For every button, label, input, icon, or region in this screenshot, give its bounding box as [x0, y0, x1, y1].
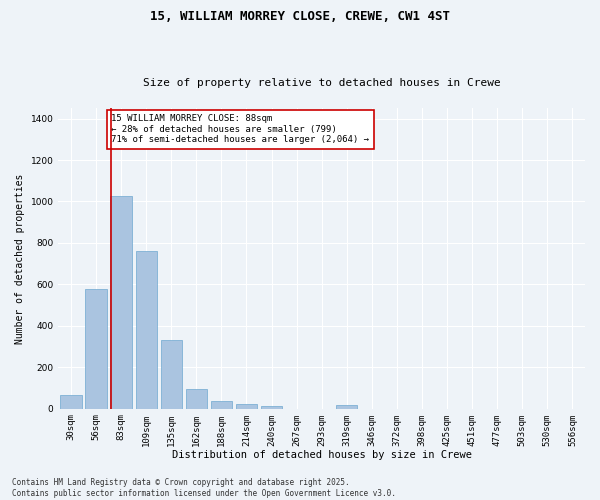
Bar — [211, 401, 232, 408]
Bar — [185, 389, 207, 408]
Bar — [60, 396, 82, 408]
Bar — [85, 288, 107, 408]
Text: Contains HM Land Registry data © Crown copyright and database right 2025.
Contai: Contains HM Land Registry data © Crown c… — [12, 478, 396, 498]
Bar — [261, 406, 282, 408]
Text: 15 WILLIAM MORREY CLOSE: 88sqm
← 28% of detached houses are smaller (799)
71% of: 15 WILLIAM MORREY CLOSE: 88sqm ← 28% of … — [111, 114, 369, 144]
Bar — [336, 404, 358, 408]
Y-axis label: Number of detached properties: Number of detached properties — [15, 174, 25, 344]
X-axis label: Distribution of detached houses by size in Crewe: Distribution of detached houses by size … — [172, 450, 472, 460]
Bar — [236, 404, 257, 408]
Bar — [110, 196, 132, 408]
Title: Size of property relative to detached houses in Crewe: Size of property relative to detached ho… — [143, 78, 500, 88]
Bar — [136, 251, 157, 408]
Text: 15, WILLIAM MORREY CLOSE, CREWE, CW1 4ST: 15, WILLIAM MORREY CLOSE, CREWE, CW1 4ST — [150, 10, 450, 23]
Bar — [161, 340, 182, 408]
